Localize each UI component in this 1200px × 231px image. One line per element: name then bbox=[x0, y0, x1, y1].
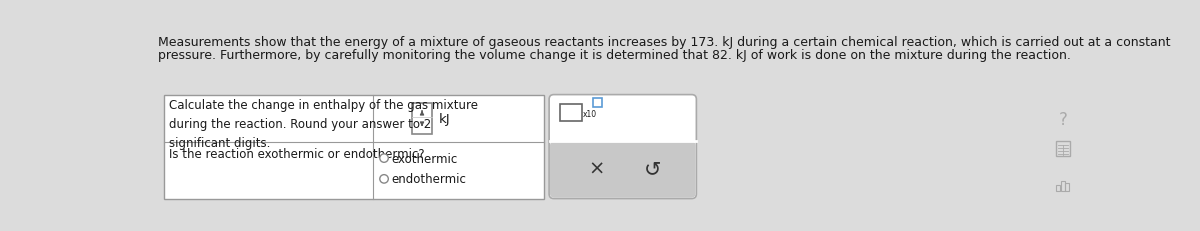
FancyBboxPatch shape bbox=[550, 142, 696, 198]
Text: ?: ? bbox=[1058, 111, 1067, 129]
Text: pressure. Furthermore, by carefully monitoring the volume change it is determine: pressure. Furthermore, by carefully moni… bbox=[157, 49, 1070, 62]
Text: x10: x10 bbox=[582, 110, 596, 119]
Text: Is the reaction exothermic or endothermic?: Is the reaction exothermic or endothermi… bbox=[168, 147, 425, 160]
Circle shape bbox=[379, 154, 389, 163]
Circle shape bbox=[379, 175, 389, 183]
Text: exothermic: exothermic bbox=[391, 152, 458, 165]
Text: kJ: kJ bbox=[438, 112, 450, 125]
FancyBboxPatch shape bbox=[164, 95, 544, 199]
FancyBboxPatch shape bbox=[593, 98, 602, 107]
FancyBboxPatch shape bbox=[560, 104, 582, 121]
Text: ↺: ↺ bbox=[643, 159, 661, 179]
Text: Measurements show that the energy of a mixture of gaseous reactants increases by: Measurements show that the energy of a m… bbox=[157, 35, 1170, 48]
FancyBboxPatch shape bbox=[550, 95, 696, 199]
Text: ×: × bbox=[588, 159, 605, 178]
Text: Calculate the change in enthalpy of the gas mixture
during the reaction. Round y: Calculate the change in enthalpy of the … bbox=[168, 99, 478, 150]
Text: endothermic: endothermic bbox=[391, 173, 467, 185]
FancyBboxPatch shape bbox=[412, 104, 432, 134]
